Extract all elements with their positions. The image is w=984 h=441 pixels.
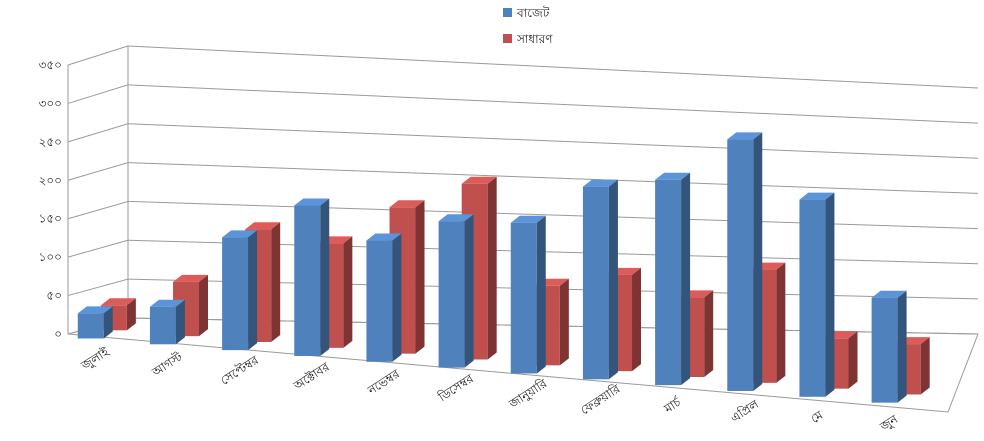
legend: বাজেট সাধারণ — [503, 6, 553, 46]
bar-budget — [872, 291, 907, 403]
y-tick-label: ০ — [54, 327, 62, 341]
gridline-side — [68, 85, 128, 104]
bar-budget — [439, 214, 474, 367]
bar-budget — [366, 234, 401, 362]
bar-budget — [799, 193, 834, 397]
x-tick-label: মে — [808, 408, 826, 426]
bar-side — [753, 132, 762, 391]
gridline — [128, 163, 978, 194]
legend-swatch-general — [503, 34, 512, 43]
gridline — [128, 85, 978, 123]
bar-side — [776, 263, 785, 383]
y-tick-label: ২৫০ — [39, 135, 62, 149]
x-tick-label: সেপ্টেম্বর — [218, 353, 261, 388]
bar-budget — [150, 300, 185, 345]
bar-side — [465, 214, 474, 367]
gridline — [128, 46, 978, 88]
bar-budget — [727, 132, 762, 391]
bar-side — [416, 200, 425, 353]
gridline — [128, 124, 978, 159]
x-tick-label: জুন — [877, 412, 902, 435]
gridline-side — [68, 124, 128, 142]
y-axis: ০ ৫০ ১০০ ১৫০ ২০০ ২৫০ ৩০০ ৩৫০ — [39, 58, 62, 341]
x-tick-label: ডিসেম্বর — [435, 371, 476, 405]
bar-front — [78, 313, 104, 338]
bar-side — [392, 234, 401, 362]
bar-side — [560, 279, 569, 366]
bar-front — [655, 180, 681, 385]
bar-side — [609, 180, 618, 380]
bar-side — [825, 193, 834, 397]
bar-front — [727, 139, 753, 391]
bar-side — [849, 331, 858, 388]
x-tick-label: জানুয়ারি — [506, 376, 550, 412]
bar-budget — [294, 199, 329, 356]
bar-front — [583, 187, 609, 380]
y-tick-label: ২০০ — [39, 173, 62, 187]
bar-front — [511, 223, 537, 374]
gridline-side — [68, 240, 128, 257]
gridline-side — [68, 46, 128, 65]
bar-side — [632, 268, 641, 371]
bar-budget — [583, 180, 618, 380]
bar-front — [294, 206, 320, 356]
y-tick-label: ৩০০ — [39, 96, 62, 110]
bar-side — [199, 275, 208, 336]
bar-front — [799, 200, 825, 397]
bar-side — [704, 290, 713, 377]
bar-side — [176, 300, 185, 345]
bar-side — [537, 216, 546, 374]
legend-swatch-budget — [503, 8, 512, 17]
x-tick-label: অক্টোবর — [290, 359, 332, 393]
bar-front — [366, 241, 392, 362]
x-tick-label: মার্চ — [661, 394, 684, 416]
bar-front — [439, 221, 465, 367]
x-tick-label: জুলাই — [78, 344, 112, 373]
bar-front — [872, 298, 898, 403]
x-tick-label: এপ্রিল — [728, 396, 762, 425]
bar-budget — [78, 306, 113, 338]
bar-side — [343, 236, 352, 347]
bar-side — [488, 177, 497, 360]
y-tick-label: ৫০ — [46, 289, 62, 303]
gridline-side — [68, 279, 128, 295]
y-tick-label: ১০০ — [39, 250, 62, 264]
x-tick-label: ফেব্রুয়ারি — [578, 381, 623, 417]
bar-budget — [511, 216, 546, 374]
bar-side — [921, 337, 930, 394]
bar-budget — [222, 230, 257, 350]
y-tick-label: ৩৫০ — [39, 58, 62, 72]
x-tick-label: নভেম্বর — [365, 367, 403, 398]
x-tick-label: আগস্ট — [149, 349, 186, 380]
bar-side — [320, 199, 329, 356]
legend-label-budget: বাজেট — [516, 6, 550, 20]
gridline-side — [68, 163, 128, 181]
gridline-side — [68, 201, 128, 218]
bar-side — [898, 291, 907, 403]
y-tick-label: ১৫০ — [39, 212, 62, 226]
legend-label-general: সাধারণ — [516, 32, 553, 46]
bar-front — [150, 307, 176, 345]
bar-budget — [655, 173, 690, 385]
bar-front — [222, 237, 248, 350]
bar-side — [681, 173, 690, 385]
bar-side — [248, 230, 257, 350]
bar-side — [271, 222, 280, 342]
bars — [78, 132, 930, 402]
